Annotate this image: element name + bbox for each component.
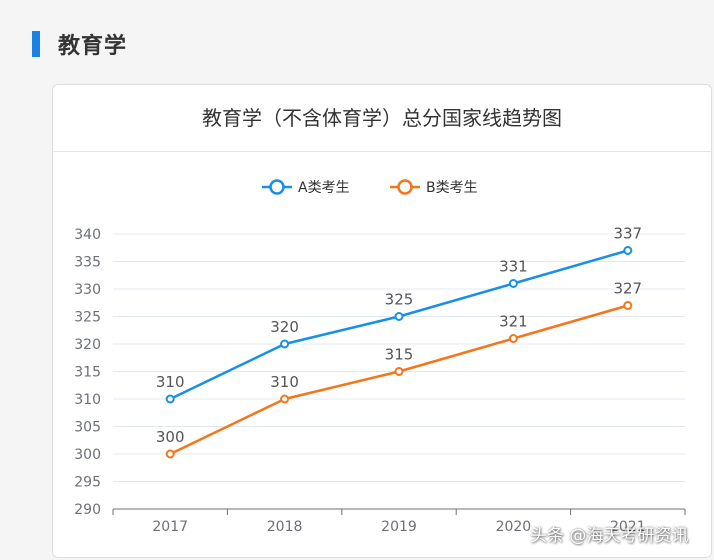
y-tick-label: 335 (74, 255, 101, 271)
x-tick-label: 2018 (267, 519, 303, 535)
legend-label: B类考生 (426, 180, 478, 196)
chart-card: 教育学（不含体育学）总分国家线趋势图 290 295 300 305 310 315 320… (52, 84, 712, 558)
watermark: 头条 @海天考研资讯 (530, 526, 689, 546)
y-tick-label: 320 (74, 337, 101, 353)
series-line-2 (168, 304, 630, 456)
x-tick-label: 2019 (381, 519, 417, 535)
y-tick-label: 325 (74, 310, 101, 326)
data-point (623, 301, 633, 310)
data-label: 315 (385, 346, 414, 364)
legend-marker-circle (269, 179, 285, 195)
data-point (280, 339, 290, 349)
legend-label: A类考生 (298, 180, 350, 196)
data-point (165, 394, 175, 404)
x-tick-label: 2021 (610, 519, 646, 535)
y-tick-label: 310 (74, 392, 101, 408)
x-tick-label: 2020 (496, 519, 532, 535)
data-label: 300 (156, 428, 185, 446)
data-label: 310 (156, 373, 185, 391)
data-label: 310 (270, 373, 299, 391)
data-point (394, 367, 404, 376)
y-tick-label: 300 (74, 447, 101, 463)
y-tick-label: 330 (74, 282, 101, 298)
section-title: 教育学 (58, 34, 128, 59)
y-tick-label: 290 (74, 502, 101, 518)
data-point (394, 312, 404, 321)
data-point (165, 449, 175, 459)
data-label: 331 (499, 258, 528, 276)
data-label: 320 (270, 318, 299, 336)
section-header: 教育学 (32, 28, 127, 60)
line-chart: 290 295 300 305 310 315 320 325 330 335 340 2017 201… (74, 179, 686, 535)
data-point (508, 279, 518, 288)
data-point (623, 246, 633, 255)
x-tick-label: 2017 (152, 519, 188, 535)
y-tick-label: 340 (74, 227, 101, 243)
data-label: 325 (385, 291, 414, 309)
legend-marker-circle (397, 179, 413, 195)
chart-title: 教育学（不含体育学）总分国家线趋势图 (53, 85, 711, 152)
data-label: 337 (613, 225, 642, 243)
data-label: 327 (613, 280, 642, 298)
y-tick-label: 305 (74, 420, 101, 436)
data-label: 321 (499, 313, 528, 331)
y-tick-label: 315 (74, 365, 101, 381)
data-point (280, 394, 290, 404)
section-accent-bar (32, 31, 40, 57)
data-point (508, 334, 518, 343)
y-tick-label: 295 (74, 475, 101, 491)
